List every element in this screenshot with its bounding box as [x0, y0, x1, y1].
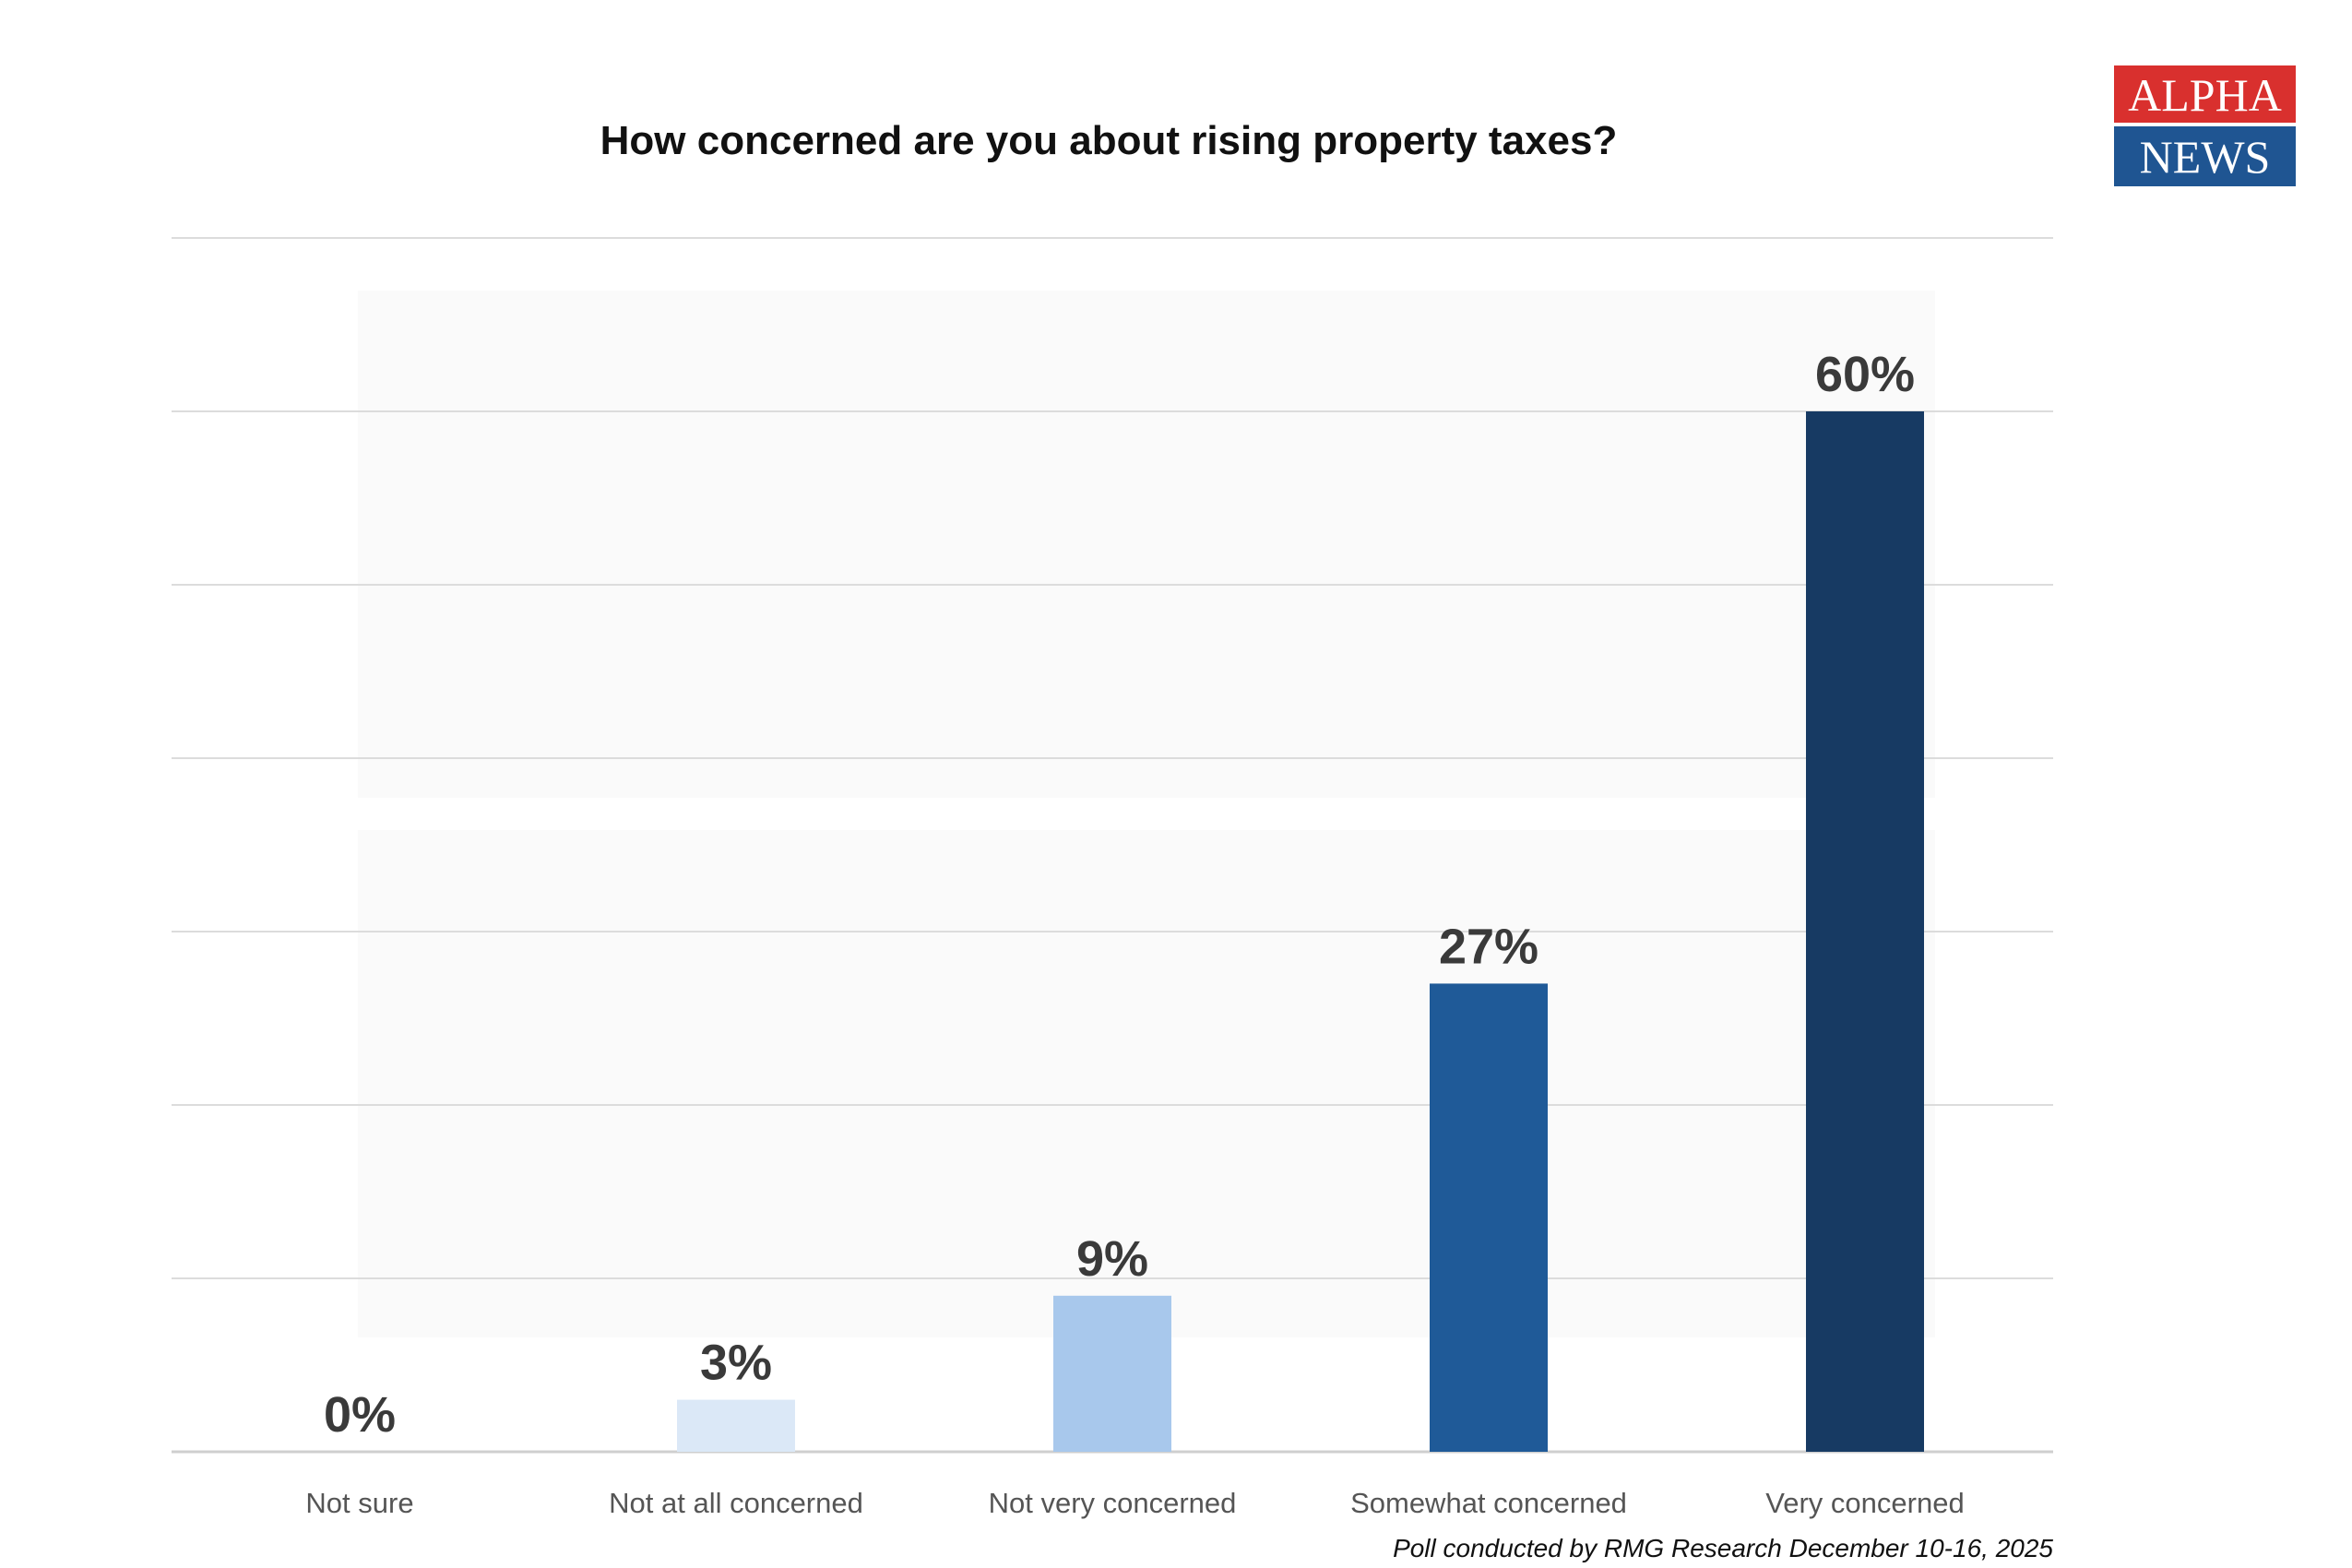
chart-title: How concerned are you about rising prope… [600, 118, 1618, 163]
x-tick-label: Somewhat concerned [1350, 1487, 1627, 1519]
x-tick-label: Not at all concerned [609, 1487, 863, 1519]
footnote: Poll conducted by RMG Research December … [1393, 1534, 2053, 1562]
bar-3 [1430, 983, 1548, 1452]
data-label: 0% [324, 1387, 396, 1443]
watermark-alpha-panel [358, 291, 1935, 798]
data-label: 3% [700, 1336, 772, 1391]
data-label: 9% [1076, 1231, 1148, 1287]
alpha-news-logo: ALPHA NEWS [2114, 65, 2296, 186]
data-label: 60% [1815, 347, 1915, 402]
logo-alpha: ALPHA [2114, 65, 2296, 123]
bar-4 [1806, 411, 1924, 1452]
x-tick-label: Not sure [305, 1487, 413, 1519]
x-tick-label: Not very concerned [989, 1487, 1237, 1519]
logo-news: NEWS [2114, 126, 2296, 186]
x-tick-label: Very concerned [1765, 1487, 1964, 1519]
data-label: 27% [1439, 919, 1538, 974]
bar-2 [1053, 1295, 1171, 1452]
bar-1 [677, 1399, 795, 1452]
watermark-news-panel [358, 830, 1935, 1337]
